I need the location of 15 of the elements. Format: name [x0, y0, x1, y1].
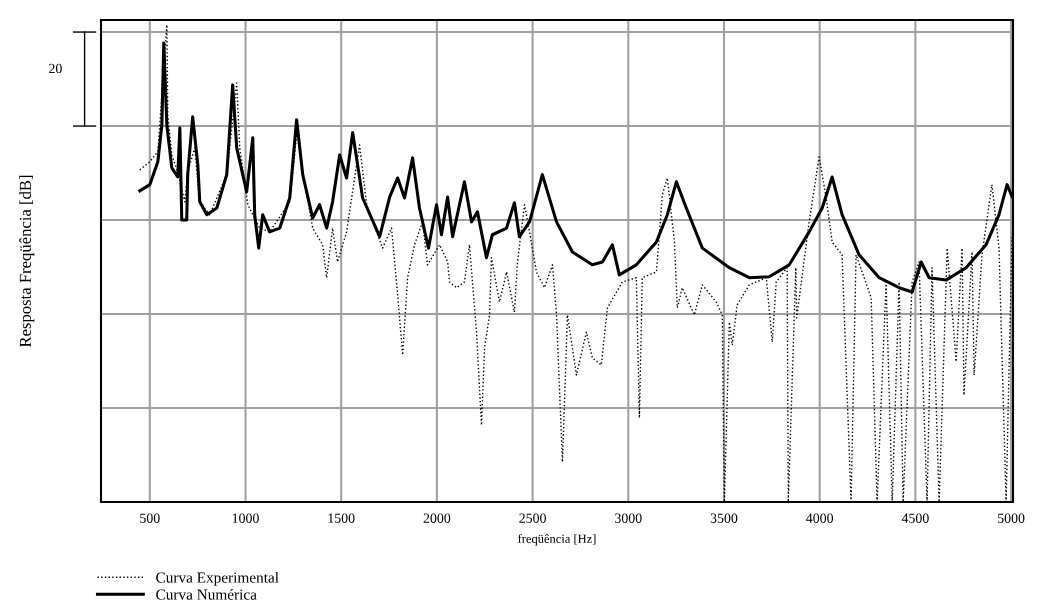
text: 20	[49, 63, 62, 74]
y-axis-title: Resposta Freqüência [dB]	[19, 175, 35, 348]
x-tick-label: 1000	[232, 513, 259, 523]
x-tick-label: 4500	[901, 513, 929, 523]
x-tick-label: 5000	[998, 513, 1025, 523]
x-axis-title: freqüência [Hz]	[518, 534, 596, 546]
x-tick-label: 3000	[615, 513, 642, 523]
x-tick-label: 2500	[519, 513, 546, 523]
x-tick-label: 3500	[710, 513, 738, 523]
x-tick-label: 1500	[328, 513, 355, 523]
x-tick-label: 2000	[423, 513, 451, 523]
x-tick-label: 4000	[806, 513, 834, 523]
x-tick-label: 500	[140, 513, 160, 523]
legend-label: Curva Experimental	[156, 571, 279, 586]
legend-label: Curva Numérica	[156, 588, 257, 600]
